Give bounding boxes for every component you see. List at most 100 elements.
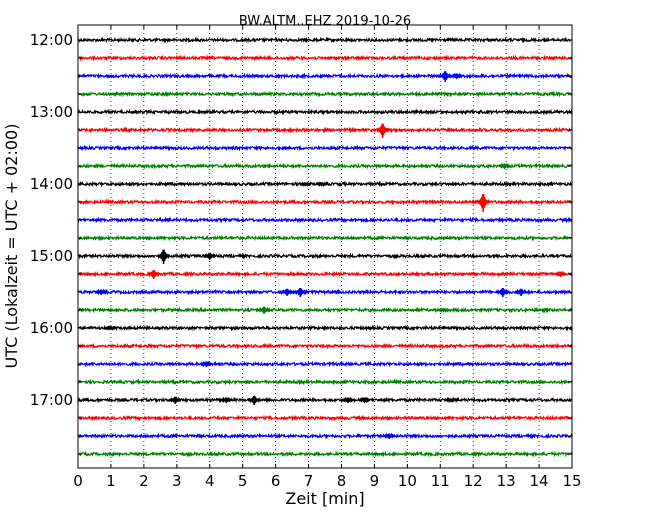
trace-line bbox=[77, 90, 573, 98]
seismic-event bbox=[94, 288, 108, 296]
trace-line bbox=[77, 72, 573, 80]
trace-1700 bbox=[77, 395, 573, 406]
trace-line bbox=[77, 450, 573, 458]
trace-1615 bbox=[77, 342, 573, 350]
trace-1545 bbox=[77, 306, 573, 315]
x-tick-label: 0 bbox=[73, 472, 83, 490]
y-tick-label: 17:00 bbox=[30, 391, 73, 409]
trace-line bbox=[77, 378, 573, 386]
seismic-event bbox=[438, 71, 452, 83]
trace-1430 bbox=[77, 216, 573, 224]
x-tick-label: 15 bbox=[562, 472, 581, 490]
x-tick-label: 6 bbox=[271, 472, 281, 490]
trace-1300 bbox=[77, 108, 573, 116]
trace-1400 bbox=[77, 180, 573, 188]
y-tick-label: 14:00 bbox=[30, 175, 73, 193]
x-tick-label: 3 bbox=[172, 472, 182, 490]
seismic-event bbox=[382, 432, 396, 440]
trace-1245 bbox=[77, 90, 573, 98]
trace-1730 bbox=[77, 432, 573, 440]
trace-line bbox=[77, 288, 573, 296]
seismic-event bbox=[298, 181, 312, 188]
trace-1645 bbox=[77, 378, 573, 386]
trace-line bbox=[77, 324, 573, 332]
trace-line bbox=[77, 108, 573, 116]
trace-line bbox=[77, 162, 573, 170]
y-axis: 12:00 13:00 14:00 15:00 16:00 17:00 bbox=[30, 31, 572, 455]
trace-line bbox=[77, 144, 573, 152]
seismic-event bbox=[375, 123, 390, 139]
trace-line bbox=[77, 432, 573, 440]
seismic-event bbox=[199, 360, 213, 368]
seismic-event bbox=[280, 288, 294, 297]
trace-line bbox=[77, 126, 573, 134]
y-tick-label: 13:00 bbox=[30, 103, 73, 121]
seismic-event bbox=[554, 270, 567, 278]
seismic-event bbox=[257, 306, 271, 315]
trace-line bbox=[77, 54, 573, 62]
trace-1630 bbox=[77, 360, 573, 368]
y-tick-label: 16:00 bbox=[30, 319, 73, 337]
trace-line bbox=[77, 36, 573, 44]
trace-1530 bbox=[77, 287, 573, 298]
x-tick-label: 1 bbox=[106, 472, 116, 490]
traces bbox=[77, 36, 573, 458]
trace-line bbox=[77, 396, 573, 404]
trace-1445 bbox=[77, 234, 573, 242]
trace-line bbox=[77, 198, 573, 206]
seismic-event bbox=[498, 162, 511, 170]
x-axis: 0 1 2 3 4 5 6 7 8 9 10 11 12 13 14 15 bbox=[73, 25, 582, 490]
seismic-event bbox=[293, 287, 307, 298]
trace-line bbox=[77, 234, 573, 242]
x-tick-label: 8 bbox=[337, 472, 347, 490]
trace-1600 bbox=[77, 324, 573, 332]
trace-1745 bbox=[77, 450, 573, 458]
seismic-event bbox=[219, 396, 233, 404]
seismic-event bbox=[437, 307, 450, 314]
x-tick-label: 14 bbox=[530, 472, 549, 490]
trace-1330 bbox=[77, 144, 573, 152]
seismic-event bbox=[203, 252, 217, 261]
trace-line bbox=[77, 216, 573, 224]
seismic-event bbox=[443, 397, 457, 404]
chart-title: BW.ALTM..EHZ 2019-10-26 bbox=[239, 14, 411, 29]
trace-1200 bbox=[77, 36, 573, 44]
trace-1215 bbox=[77, 54, 573, 62]
trace-line bbox=[77, 252, 573, 260]
trace-line bbox=[77, 360, 573, 368]
seismic-event bbox=[476, 194, 490, 213]
seismic-event bbox=[341, 396, 355, 404]
trace-1230 bbox=[77, 71, 573, 83]
seismic-event bbox=[315, 181, 329, 188]
trace-line bbox=[77, 306, 573, 314]
trace-1415 bbox=[77, 194, 573, 213]
trace-1345 bbox=[77, 162, 573, 170]
seismic-event bbox=[514, 288, 528, 297]
y-tick-label: 12:00 bbox=[30, 31, 73, 49]
seismic-event bbox=[496, 287, 510, 298]
trace-1515 bbox=[77, 269, 573, 280]
trace-1315 bbox=[77, 123, 573, 139]
trace-line bbox=[77, 414, 573, 422]
trace-1500 bbox=[77, 249, 573, 265]
trace-line bbox=[77, 270, 573, 278]
x-tick-label: 11 bbox=[431, 472, 450, 490]
x-tick-label: 5 bbox=[238, 472, 248, 490]
seismic-event bbox=[147, 269, 161, 280]
seismic-event bbox=[247, 395, 261, 406]
seismic-event bbox=[450, 72, 464, 80]
x-tick-label: 4 bbox=[205, 472, 215, 490]
x-axis-label: Zeit [min] bbox=[285, 489, 364, 508]
x-tick-label: 13 bbox=[497, 472, 516, 490]
seismic-event bbox=[156, 249, 171, 265]
x-tick-label: 2 bbox=[139, 472, 149, 490]
x-tick-label: 7 bbox=[304, 472, 314, 490]
seismic-event bbox=[104, 325, 118, 332]
trace-line bbox=[77, 342, 573, 350]
x-tick-label: 9 bbox=[370, 472, 380, 490]
seismic-event bbox=[168, 396, 182, 405]
plot-frame bbox=[77, 24, 573, 469]
x-tick-label: 10 bbox=[398, 472, 417, 490]
y-axis-label: UTC (Lokalzeit = UTC + 02:00) bbox=[2, 124, 21, 369]
